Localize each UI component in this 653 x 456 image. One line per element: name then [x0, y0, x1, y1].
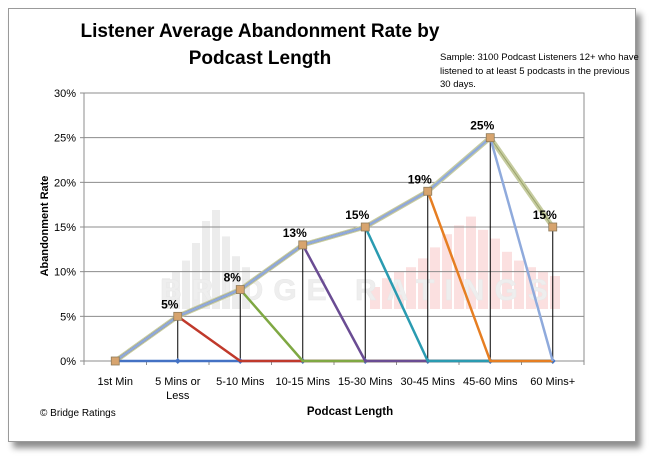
watermark-bar — [514, 260, 524, 309]
chart-title: Listener Average Abandonment Rate by Pod… — [80, 21, 440, 69]
watermark-text: BRIDGE RATINGS — [160, 274, 558, 307]
data-label: 5% — [161, 297, 179, 311]
data-label: 13% — [283, 226, 307, 240]
y-axis-label: Abandonment Rate — [39, 175, 51, 277]
data-label: 8% — [224, 271, 242, 285]
y-tick-label: 30% — [54, 88, 76, 100]
watermark-bar — [466, 216, 476, 309]
data-point-marker — [548, 222, 558, 232]
watermark-bar — [394, 271, 404, 309]
watermark-bar — [478, 229, 488, 309]
x-tick-label: 15-30 Mins — [338, 376, 393, 388]
y-tick-label: 20% — [54, 177, 76, 189]
watermark-bar — [538, 271, 548, 309]
watermark-bar — [162, 278, 170, 309]
x-tick-label: 45-60 Mins — [463, 376, 518, 388]
data-point-marker — [235, 285, 245, 294]
y-tick-label: 0% — [60, 356, 76, 368]
y-tick-label: 10% — [54, 267, 76, 279]
data-label: 15% — [533, 208, 557, 222]
watermark-bar — [232, 256, 240, 309]
data-point-marker — [360, 222, 370, 232]
watermark-bar — [502, 251, 512, 309]
series-line — [114, 136, 554, 363]
y-tick-label: 25% — [54, 133, 76, 145]
watermark-bar — [526, 267, 536, 309]
y-tick-label: 15% — [54, 222, 76, 234]
watermark-bar — [550, 276, 560, 309]
x-tick-label: 60 Mins+ — [530, 376, 575, 388]
series-marker — [174, 358, 181, 364]
x-tick-label: 30-45 Mins — [401, 376, 456, 388]
watermark-bar — [490, 238, 500, 309]
data-point-marker — [423, 186, 433, 196]
data-point-marker — [298, 240, 308, 250]
data-label: 15% — [345, 208, 369, 222]
watermark-bar — [406, 267, 416, 309]
data-label: 25% — [470, 119, 494, 133]
x-tick-label: 5-10 Mins — [216, 376, 265, 388]
watermark-bar — [418, 258, 428, 309]
watermark-bar — [202, 221, 210, 309]
x-axis-label: Podcast Length — [306, 406, 394, 418]
sample-note: Sample: 3100 Podcast Listeners 12+ who h… — [440, 52, 639, 90]
watermark-bar — [454, 225, 464, 309]
watermark-bar — [192, 243, 200, 309]
x-tick-label: 5 Mins or Less — [155, 376, 201, 402]
data-point-marker — [485, 133, 495, 143]
x-tick-label: 1st Min — [98, 376, 133, 388]
data-label: 19% — [408, 172, 432, 186]
x-tick-label: 10-15 Mins — [276, 376, 331, 388]
data-point-marker — [110, 356, 120, 366]
watermark-bar — [222, 236, 230, 309]
watermark-bar — [370, 287, 380, 309]
watermark-bar — [212, 210, 220, 309]
y-tick-label: 5% — [60, 311, 76, 323]
watermark-bar — [172, 271, 180, 309]
chart-frame — [8, 8, 636, 442]
watermark-bar — [430, 247, 440, 309]
watermark-bar — [182, 260, 190, 309]
watermark-bar — [382, 278, 392, 309]
data-point-marker — [173, 311, 183, 321]
copyright-footer: © Bridge Ratings — [40, 408, 116, 419]
